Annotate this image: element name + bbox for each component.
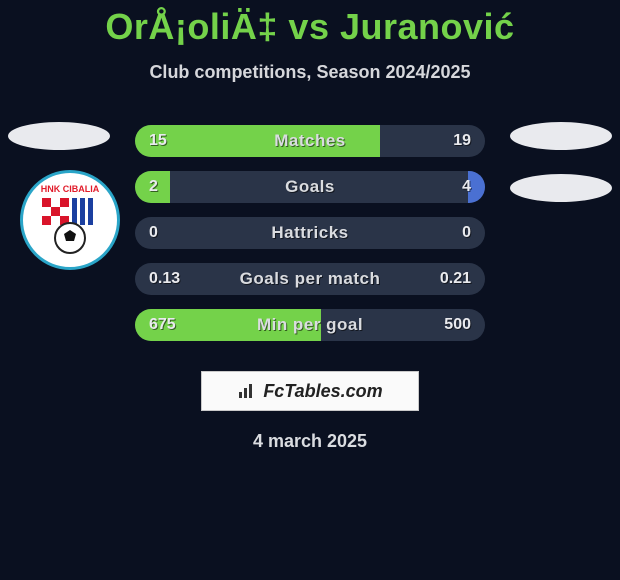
- stat-value-right: 4: [462, 171, 471, 203]
- brand-bars-icon: [237, 382, 257, 400]
- stat-bar-bg: [135, 217, 485, 249]
- stat-bar-left-fill: [135, 125, 380, 157]
- stat-row: 675500Min per goal: [135, 309, 485, 341]
- stat-value-right: 500: [444, 309, 471, 341]
- stat-value-left: 15: [149, 125, 167, 157]
- brand-text: FcTables.com: [263, 381, 382, 402]
- stat-row: 24Goals: [135, 171, 485, 203]
- side-ellipse-left: [8, 122, 110, 150]
- stat-value-left: 0: [149, 217, 158, 249]
- comparison-card: OrÅ¡oliÄ‡ vs Juranović Club competitions…: [0, 0, 620, 580]
- side-ellipse-right: [510, 122, 612, 150]
- stat-row: 00Hattricks: [135, 217, 485, 249]
- subtitle: Club competitions, Season 2024/2025: [0, 62, 620, 83]
- stat-bar-bg: [135, 263, 485, 295]
- stat-value-left: 675: [149, 309, 176, 341]
- club-badge: HNK CIBALIA: [20, 170, 120, 270]
- stat-value-left: 2: [149, 171, 158, 203]
- stat-value-left: 0.13: [149, 263, 180, 295]
- stat-row: 0.130.21Goals per match: [135, 263, 485, 295]
- date-text: 4 march 2025: [0, 431, 620, 452]
- side-ellipse-right: [510, 174, 612, 202]
- svg-text:HNK CIBALIA: HNK CIBALIA: [41, 184, 100, 194]
- stat-row: 1519Matches: [135, 125, 485, 157]
- stat-value-right: 0.21: [440, 263, 471, 295]
- stat-value-right: 0: [462, 217, 471, 249]
- stat-value-right: 19: [453, 125, 471, 157]
- stat-bar-bg: [135, 171, 485, 203]
- stat-bars: 1519Matches24Goals00Hattricks0.130.21Goa…: [135, 125, 485, 341]
- brand-box[interactable]: FcTables.com: [201, 371, 419, 411]
- page-title: OrÅ¡oliÄ‡ vs Juranović: [0, 0, 620, 48]
- club-crest-icon: HNK CIBALIA: [28, 178, 112, 262]
